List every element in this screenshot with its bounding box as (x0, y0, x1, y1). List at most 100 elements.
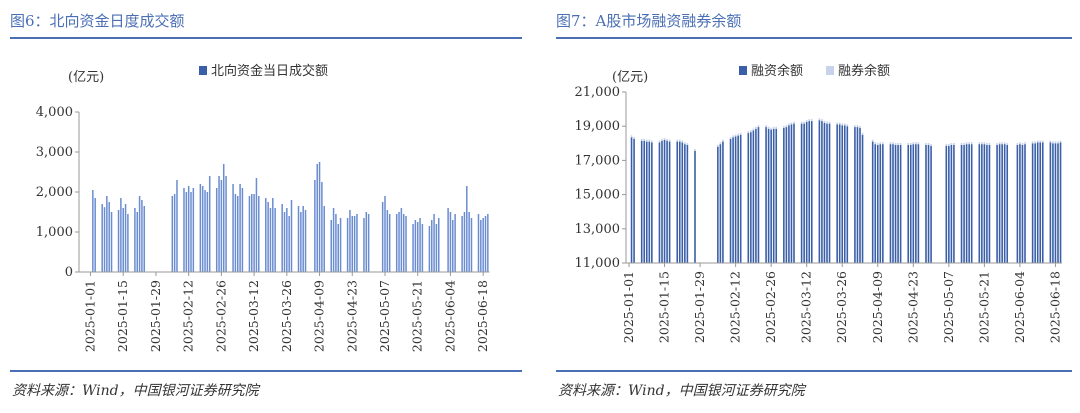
bar-financing (823, 122, 826, 263)
bar-securities-lending (648, 139, 651, 142)
bar-financing (879, 144, 882, 263)
bar-securities-lending (800, 121, 803, 124)
bar-northbound (330, 220, 332, 272)
bar-northbound (281, 204, 283, 272)
bar-northbound (199, 184, 202, 272)
x-tick-label: 2025-06-18 (1047, 271, 1062, 343)
x-tick-label: 2025-02-12 (728, 271, 743, 343)
bar-northbound (265, 198, 267, 272)
bar-securities-lending (793, 121, 795, 124)
bar-northbound (428, 226, 431, 272)
x-tick-label: 2025-01-15 (657, 271, 672, 343)
legend-label-financing: 融资余额 (751, 63, 803, 79)
bar-financing (681, 142, 684, 263)
bar-northbound (286, 208, 288, 272)
x-tick-label: 2025-04-09 (870, 271, 885, 343)
bar-securities-lending (805, 119, 808, 122)
bar-financing (1031, 143, 1034, 263)
bar-financing (808, 121, 811, 263)
bar-northbound (477, 214, 480, 272)
bar-northbound (136, 212, 138, 272)
x-tick-label: 2025-03-12 (246, 280, 261, 352)
bar-financing (803, 123, 805, 263)
bar-northbound (468, 212, 470, 272)
bar-securities-lending (684, 142, 686, 145)
bar-financing (874, 144, 877, 263)
bar-financing (843, 125, 846, 263)
bar-northbound (363, 218, 365, 272)
bar-financing (856, 127, 859, 264)
bar-northbound (218, 176, 220, 272)
bar-financing (1054, 143, 1057, 263)
bar-northbound (487, 214, 489, 272)
y-tick-label: 0 (65, 265, 73, 280)
bar-securities-lending (676, 139, 679, 142)
bar-securities-lending (909, 143, 912, 146)
bar-northbound (414, 220, 417, 272)
bar-northbound (297, 206, 300, 272)
x-tick-label: 2025-01-29 (692, 271, 707, 343)
x-tick-label: 2025-03-12 (799, 271, 814, 343)
bar-financing (755, 128, 757, 263)
bar-financing (965, 144, 968, 263)
bar-financing (917, 144, 920, 263)
bar-securities-lending (1016, 143, 1019, 146)
bar-financing (772, 128, 775, 263)
bar-northbound (134, 208, 136, 272)
x-tick-label: 2025-05-21 (410, 280, 425, 352)
bar-financing (1057, 143, 1059, 263)
bar-northbound (94, 198, 96, 272)
bar-financing (927, 145, 930, 263)
bar-northbound (117, 210, 120, 272)
bar-securities-lending (808, 119, 811, 122)
bar-northbound (463, 212, 466, 272)
bar-securities-lending (790, 122, 793, 125)
bar-northbound (484, 216, 487, 272)
bar-securities-lending (737, 133, 739, 136)
bar-securities-lending (1003, 142, 1006, 145)
bar-financing (686, 145, 689, 263)
bar-financing (838, 124, 841, 264)
bar-financing (897, 145, 899, 263)
bar-financing (882, 144, 884, 263)
bar-northbound (353, 216, 356, 272)
bar-northbound (173, 194, 176, 272)
bar-securities-lending (681, 140, 684, 143)
bar-northbound (318, 162, 321, 272)
y-tick-label: 21,000 (575, 85, 621, 100)
margin-panel: 图7：A股市场融资融券余额 (亿元) 融资余额 融券余额 11,000 13,00… (546, 0, 1076, 413)
bar-securities-lending (1039, 140, 1042, 143)
bar-northbound (365, 212, 368, 272)
y-tick-label: 11,000 (575, 256, 621, 271)
bar-financing (915, 144, 917, 263)
bar-northbound (269, 208, 272, 272)
bar-securities-lending (871, 139, 874, 142)
bar-securities-lending (953, 143, 955, 146)
bar-securities-lending (996, 143, 998, 146)
bar-financing (1039, 142, 1042, 263)
bar-financing (828, 123, 831, 263)
bar-financing (668, 141, 671, 263)
bar-northbound (183, 188, 185, 272)
bar-securities-lending (856, 125, 859, 128)
bar-securities-lending (678, 139, 681, 142)
bar-financing (981, 144, 983, 263)
margin-balance-chart: (亿元) 融资余额 融券余额 11,00013,00015,00017,0001… (575, 63, 1063, 343)
bar-northbound (316, 164, 318, 272)
bar-securities-lending (950, 143, 953, 146)
bar-northbound (220, 180, 223, 272)
bar-securities-lending (978, 142, 981, 145)
bar-financing (909, 145, 912, 263)
x-tick-label: 2025-05-21 (976, 271, 991, 343)
bar-securities-lending (930, 143, 932, 146)
bar-securities-lending (788, 123, 790, 126)
bar-securities-lending (1006, 143, 1009, 146)
source-note: 资料来源：Wind，中国银河证券研究院 (558, 383, 805, 399)
bar-securities-lending (663, 137, 666, 140)
bar-financing (945, 145, 948, 263)
bar-financing (963, 145, 965, 263)
bar-financing (722, 141, 724, 263)
bar-financing (694, 150, 696, 263)
bar-financing (1034, 143, 1036, 263)
bar-financing (998, 144, 1001, 263)
